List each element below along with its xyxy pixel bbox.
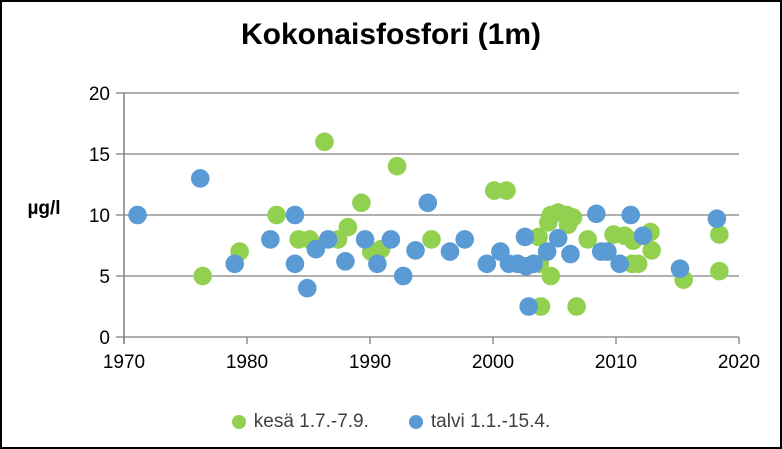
data-point <box>541 266 561 286</box>
svg-text:15: 15 <box>89 145 110 166</box>
data-point <box>642 241 661 260</box>
data-point <box>440 242 460 261</box>
legend-label-kesa: kesä 1.7.-7.9. <box>253 411 369 432</box>
legend-item-talvi: talvi 1.1.-15.4. <box>408 411 551 433</box>
data-point <box>285 254 305 274</box>
data-point <box>519 297 538 316</box>
data-point <box>537 242 557 261</box>
y-gridlines <box>124 92 739 338</box>
data-point <box>315 132 334 152</box>
svg-text:2020: 2020 <box>718 352 760 373</box>
data-point <box>497 181 516 200</box>
data-point <box>628 254 648 274</box>
y-tick-labels: 0 5 10 15 20 <box>89 84 110 349</box>
data-point <box>567 297 586 316</box>
svg-text:2000: 2000 <box>472 352 514 373</box>
svg-text:1980: 1980 <box>226 352 268 373</box>
data-point <box>422 230 441 249</box>
data-point <box>529 227 548 247</box>
talvi-marker-icon <box>408 415 423 429</box>
data-point <box>285 205 305 225</box>
data-point <box>381 230 401 249</box>
axis-ticks <box>116 92 740 344</box>
data-point <box>455 230 475 249</box>
svg-text:5: 5 <box>99 267 110 288</box>
data-point <box>336 252 355 271</box>
svg-text:10: 10 <box>89 206 110 227</box>
svg-text:1970: 1970 <box>103 352 145 373</box>
data-point <box>190 169 210 188</box>
kesa-marker-icon <box>231 415 246 429</box>
data-point <box>261 230 280 249</box>
legend-item-kesa: kesä 1.7.-7.9. <box>231 411 369 433</box>
svg-text:0: 0 <box>99 328 110 349</box>
data-point <box>710 261 729 281</box>
data-points-talvi <box>128 169 727 316</box>
data-point <box>561 244 580 264</box>
data-point <box>710 225 729 244</box>
data-point <box>707 209 727 228</box>
data-point <box>297 278 317 298</box>
data-point <box>418 193 438 213</box>
data-point <box>587 204 606 224</box>
data-point <box>338 217 358 237</box>
data-point <box>318 230 338 249</box>
data-point <box>393 266 413 286</box>
data-points-kesa <box>193 132 729 316</box>
data-point <box>670 259 690 278</box>
svg-text:20: 20 <box>89 84 110 105</box>
data-point <box>515 227 535 247</box>
x-tick-labels: 1970 1980 1990 2000 2010 2020 <box>103 352 760 373</box>
data-point <box>193 266 213 286</box>
y-axis-label: µg/l <box>27 198 61 219</box>
data-point <box>355 230 375 249</box>
data-point <box>352 193 371 213</box>
data-point <box>477 254 497 274</box>
data-point <box>578 230 598 249</box>
data-point <box>524 254 543 274</box>
chart-legend: kesä 1.7.-7.9. talvi 1.1.-15.4. <box>2 411 780 433</box>
data-point <box>267 205 286 225</box>
data-point <box>387 156 407 176</box>
data-point <box>128 205 147 225</box>
chart-title: Kokonaisfosfori (1m) <box>240 18 542 51</box>
data-point <box>633 226 653 246</box>
svg-text:2010: 2010 <box>595 352 637 373</box>
data-point <box>563 208 583 227</box>
data-point <box>368 254 387 274</box>
data-point <box>225 254 244 274</box>
svg-text:1990: 1990 <box>349 352 391 373</box>
data-point <box>548 228 568 248</box>
data-point <box>598 242 617 261</box>
data-point <box>621 205 641 225</box>
data-point <box>406 241 425 260</box>
legend-label-talvi: talvi 1.1.-15.4. <box>430 411 551 432</box>
data-point <box>610 254 629 274</box>
